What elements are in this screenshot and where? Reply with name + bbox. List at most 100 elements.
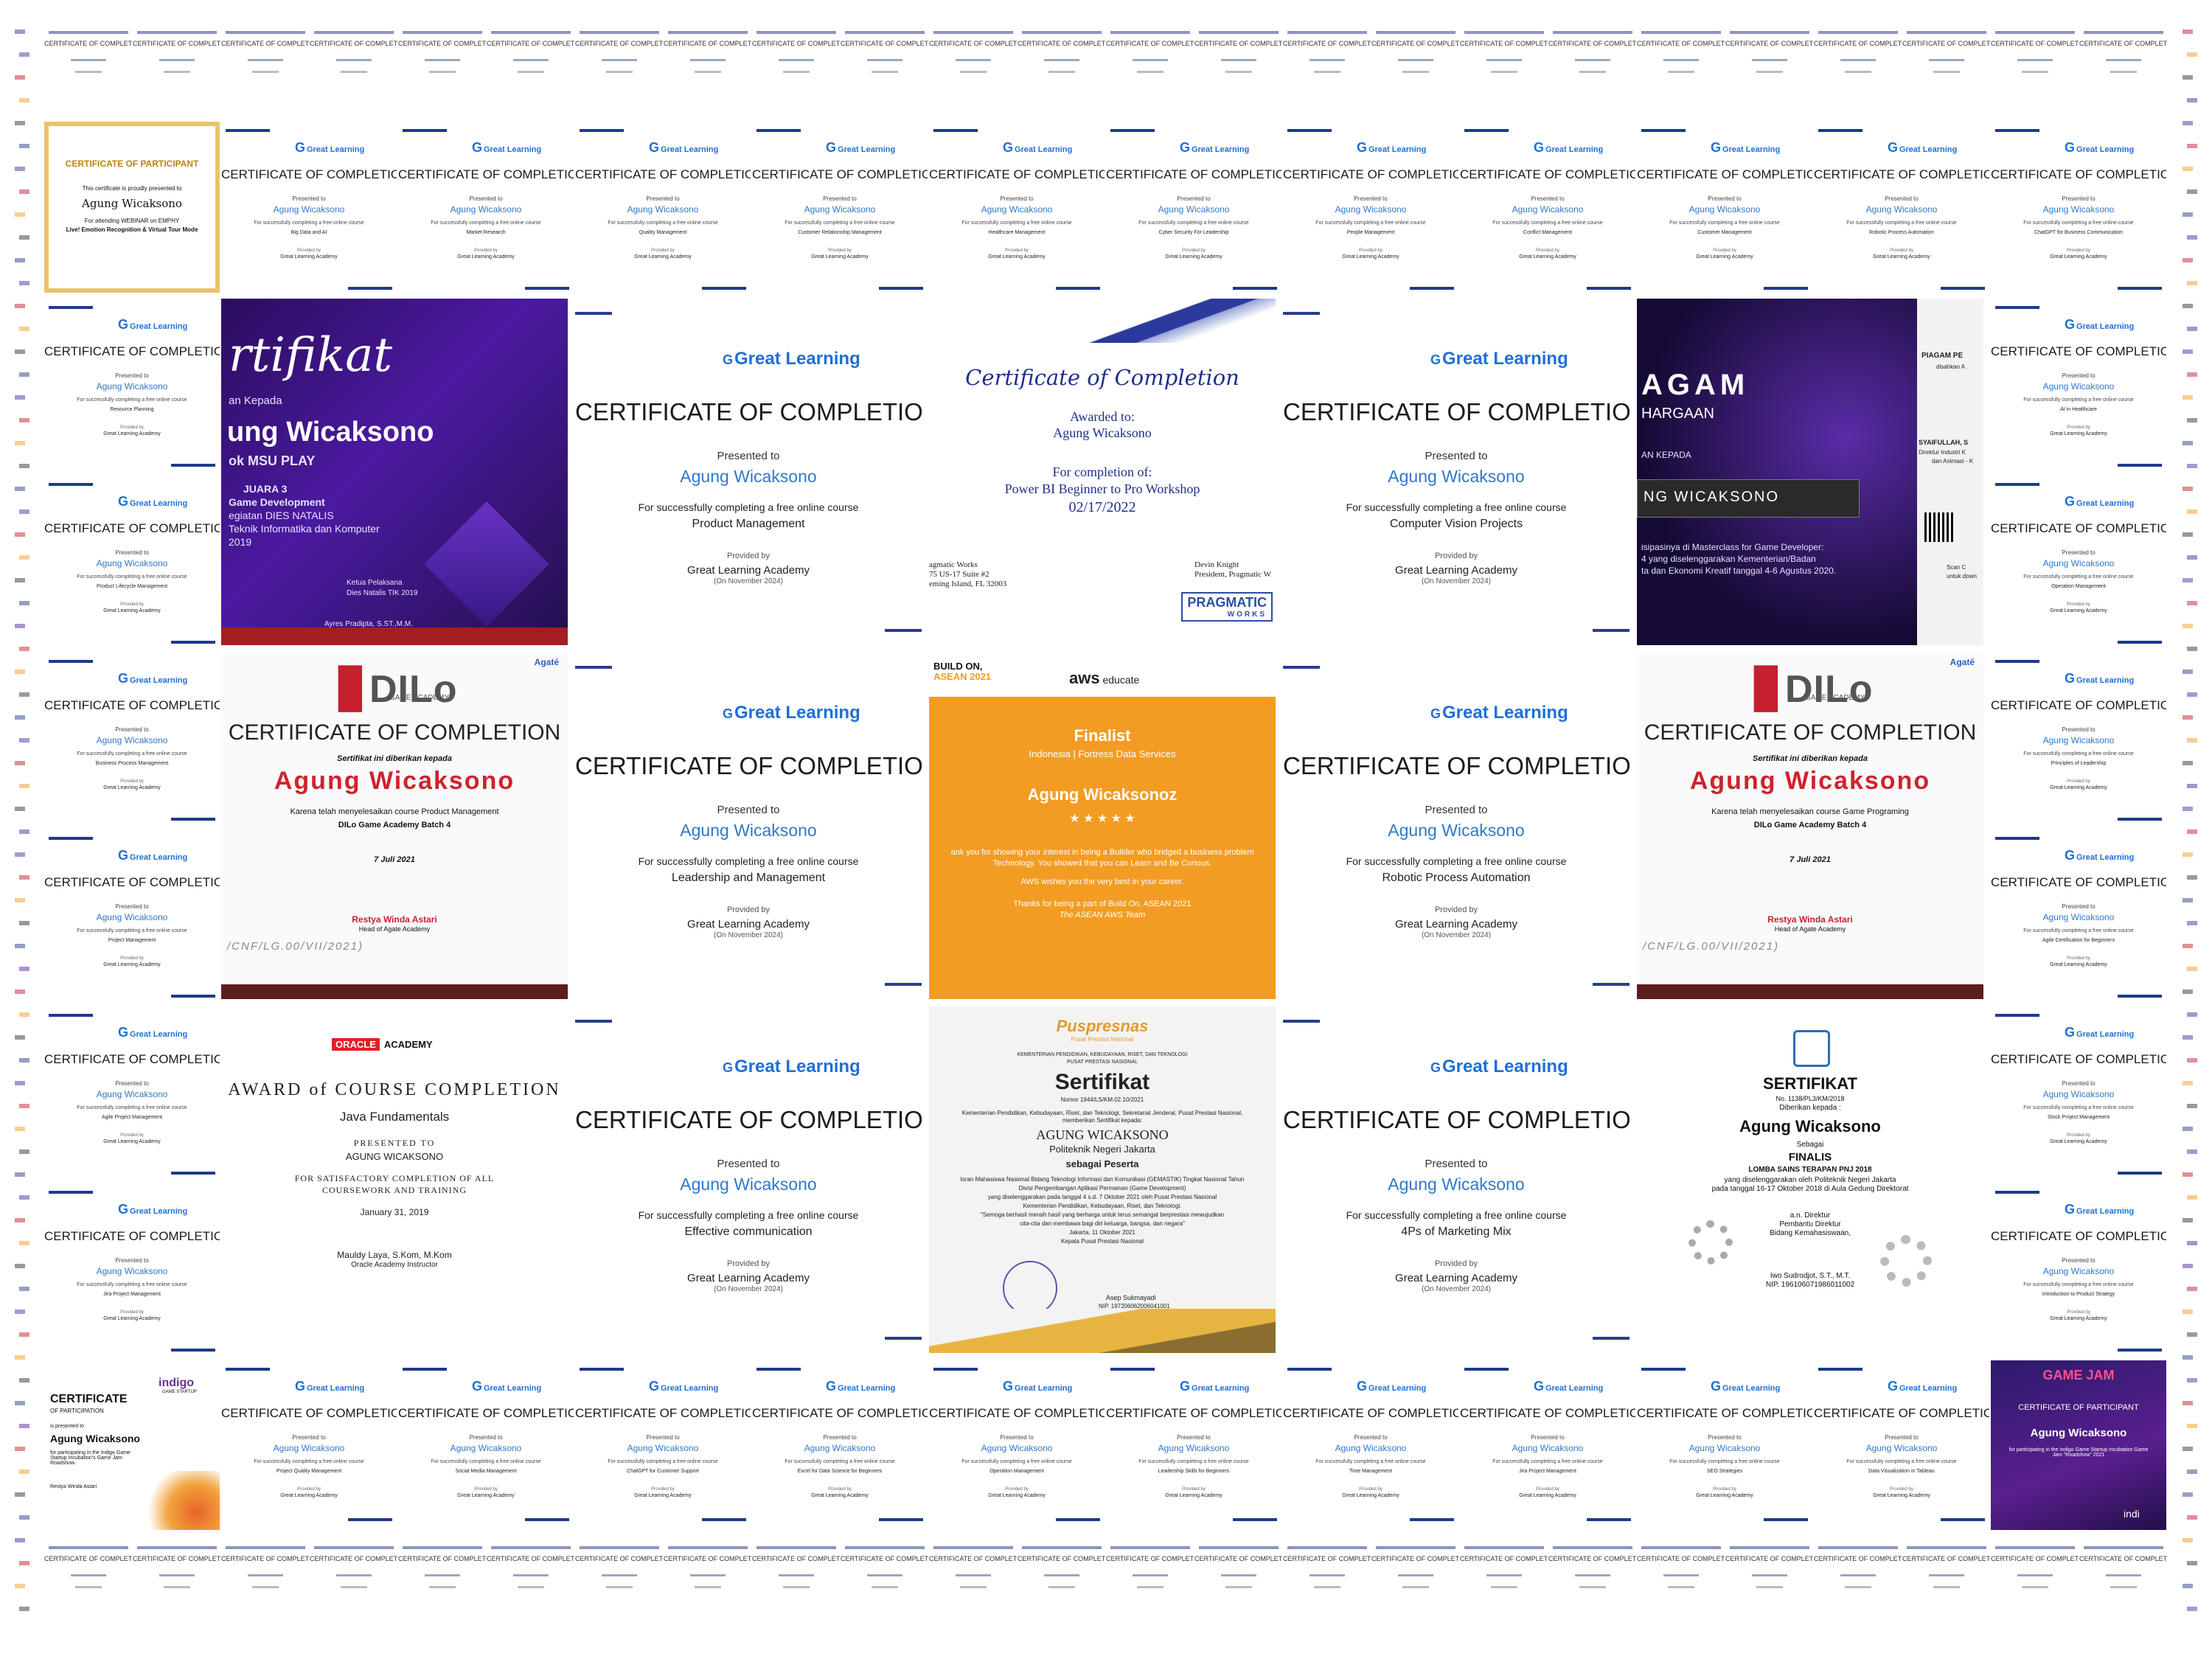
corner-accent xyxy=(1110,129,1155,132)
thumb-name-line xyxy=(248,1574,283,1576)
thumb-accent-line xyxy=(580,1546,659,1549)
bottom-strip-thumb: CERTIFICATE OF COMPLETION xyxy=(1194,1530,1283,1611)
g-logo-icon: G xyxy=(648,1379,659,1394)
gl-cert-row7: G Great Learning CERTIFICATE OF COMPLETION… xyxy=(1283,1360,1458,1530)
edge-thumb-icon xyxy=(19,647,29,651)
edge-thumb-icon xyxy=(2183,990,2193,994)
thumb-name-line xyxy=(690,59,726,61)
corner-accent xyxy=(575,666,612,669)
event-year: 2019 xyxy=(229,536,252,548)
scan-label2: untuk down xyxy=(1947,573,1977,580)
edge-thumb-icon xyxy=(15,1401,25,1405)
participant-name: Agung Wicaksono xyxy=(82,197,182,210)
brand-text: Great Learning xyxy=(837,145,896,154)
gl-cert-row7: G Great Learning CERTIFICATE OF COMPLETION… xyxy=(1814,1360,1989,1530)
certificate-title: CERTIFICATE OF COMPLETION xyxy=(44,1052,220,1066)
academy-name: Great Learning Academy xyxy=(687,1272,810,1284)
signer-name: Restya Winda Astari xyxy=(50,1484,97,1489)
thumb-title: CERTIFICATE OF COMPLETION xyxy=(1548,1555,1637,1562)
academy-name: Great Learning Academy xyxy=(1165,1493,1222,1498)
certificate-title: CERTIFICATE OF COMPLETION xyxy=(398,1406,574,1420)
brand-text: Great Learning xyxy=(1014,145,1073,154)
thanks-line3: AWS wishes you the very best in your car… xyxy=(1020,877,1184,886)
provided-label: Provided by xyxy=(2067,248,2090,253)
corner-accent xyxy=(1995,129,2039,132)
provided-label: Provided by xyxy=(1359,248,1382,253)
certificate-title: CERTIFICATE OF COMPLETION xyxy=(1814,1406,1989,1420)
academy-name: Great Learning Academy xyxy=(1696,1493,1753,1498)
recipient-name: Agung Wicaksono xyxy=(680,1175,817,1194)
thumb-accent-line xyxy=(1818,31,1898,34)
thumb-course-line xyxy=(2110,1586,2137,1588)
completion-text: For successfully completing a free onlin… xyxy=(431,1459,541,1464)
edge-thumb-icon xyxy=(19,509,29,514)
aws-brand: aws xyxy=(1069,669,1100,687)
top-strip-thumb: CERTIFICATE OF COMPLETION xyxy=(1902,15,1991,96)
presented-label: Presented to xyxy=(1354,195,1388,202)
presented-label: Presented to xyxy=(115,372,149,379)
edge-thumb-icon xyxy=(2187,830,2197,834)
course-name: Jira Project Management xyxy=(1519,1469,1576,1474)
top-strip-thumb: CERTIFICATE OF COMPLETION xyxy=(1018,15,1106,96)
edge-thumb-icon xyxy=(2187,235,2197,240)
course-name: Excel for Data Science for Beginners xyxy=(797,1469,883,1474)
presented-label: Presented to xyxy=(2062,903,2096,910)
recipient-name: Agung Wicaksono xyxy=(2042,735,2115,745)
provided-label: Provided by xyxy=(1434,552,1478,560)
issue-date: (On November 2024) xyxy=(714,1285,783,1293)
top-strip-thumb: CERTIFICATE OF COMPLETION xyxy=(1725,15,1814,96)
certificate-title: CERTIFICATE OF COMPLETION xyxy=(752,1406,928,1420)
completion-text: For successfully completing a free onlin… xyxy=(961,1459,1072,1464)
edge-thumb-icon xyxy=(2187,1287,2197,1291)
event-e6: cita-cita dan membawa bagi diri keluarga… xyxy=(1020,1220,1185,1227)
thumb-name-line xyxy=(1486,1574,1522,1576)
course-name: Cyber Security For Leadership xyxy=(1158,230,1229,235)
thumb-name-line xyxy=(71,59,106,61)
given-label: Sertifikat ini diberikan kepada xyxy=(1753,754,1868,763)
academy-name: Great Learning Academy xyxy=(988,254,1046,260)
edge-thumb-icon xyxy=(15,1355,25,1360)
corner-accent xyxy=(171,641,215,644)
g-logo-icon: G xyxy=(1887,140,1898,155)
issue-date: (On November 2024) xyxy=(1422,931,1491,939)
course-name: Resource Planning xyxy=(110,407,154,412)
thumb-accent-line xyxy=(1199,31,1279,34)
corner-accent xyxy=(1593,629,1630,632)
corner-accent xyxy=(403,1368,447,1371)
bottom-strip-thumb: CERTIFICATE OF COMPLETION xyxy=(752,1530,841,1611)
certificate-title: Certificate of Completion xyxy=(965,365,1239,390)
thumb-name-line xyxy=(867,59,902,61)
corner-accent xyxy=(1995,837,2039,840)
certificate-script-title: rtifikat xyxy=(229,328,393,383)
presented-label: Presented to xyxy=(717,804,780,816)
issue-date: 7 Juli 2021 xyxy=(1790,855,1831,864)
top-strip-thumb: CERTIFICATE OF COMPLETION xyxy=(1106,15,1194,96)
isometric-illustration xyxy=(424,501,549,627)
puspresnas-logo: Puspresnas xyxy=(1056,1017,1149,1035)
thumb-accent-line xyxy=(49,1546,128,1549)
thumb-course-line xyxy=(429,1586,456,1588)
thumb-accent-line xyxy=(1022,31,1102,34)
corner-accent xyxy=(2118,641,2162,644)
g-logo-icon: G xyxy=(117,671,128,686)
corner-accent xyxy=(1056,287,1100,290)
top-strip-thumb: CERTIFICATE OF COMPLETION xyxy=(221,15,310,96)
bottom-strip-thumb: CERTIFICATE OF COMPLETION xyxy=(1991,1530,2079,1611)
thumb-accent-line xyxy=(314,1546,394,1549)
signer-name: Mauldy Laya, S.Kom, M.Kom xyxy=(337,1250,452,1260)
academy-name: Great Learning Academy xyxy=(687,918,810,931)
recipient-name: Agung Wicaksono xyxy=(1865,204,1938,215)
completion-text: For successfully completing a free onlin… xyxy=(1346,501,1567,513)
thumb-name-line xyxy=(1133,1574,1168,1576)
thumb-accent-line xyxy=(668,1546,748,1549)
certificate-title: CERTIFICATE OF COMPLETION xyxy=(1637,1406,1812,1420)
thumb-name-line xyxy=(1752,59,1787,61)
academy-name: Great Learning Academy xyxy=(1395,918,1517,931)
thumb-course-line xyxy=(1491,71,1517,73)
g-logo-icon: G xyxy=(1430,1060,1441,1075)
edge-thumb-icon xyxy=(2183,1264,2193,1268)
corner-accent xyxy=(171,995,215,998)
